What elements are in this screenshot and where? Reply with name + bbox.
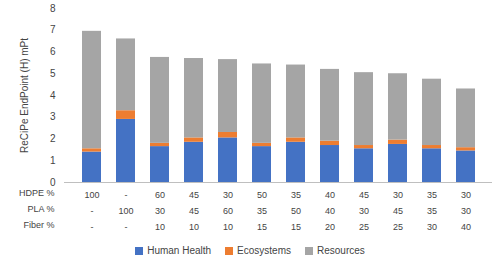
svg-text:4: 4 bbox=[50, 90, 56, 101]
svg-text:35: 35 bbox=[427, 190, 437, 200]
svg-text:30: 30 bbox=[461, 190, 471, 200]
html-text:Human Health: Human Health bbox=[147, 244, 212, 256]
svg-text:100: 100 bbox=[84, 190, 99, 200]
svg-text:10: 10 bbox=[223, 222, 233, 232]
svg-text:50: 50 bbox=[257, 190, 267, 200]
svg-text:6: 6 bbox=[50, 46, 56, 57]
svg-text:100: 100 bbox=[118, 206, 133, 216]
svg-text:ReCiPe EndPoint (H) mPt: ReCiPe EndPoint (H) mPt bbox=[19, 38, 30, 153]
svg-text:50: 50 bbox=[291, 206, 301, 216]
svg-text:40: 40 bbox=[461, 222, 471, 232]
svg-text:-: - bbox=[125, 190, 128, 200]
svg-text:45: 45 bbox=[359, 190, 369, 200]
svg-text:45: 45 bbox=[393, 206, 403, 216]
svg-text:HDPE %: HDPE % bbox=[19, 188, 55, 198]
svg-text:40: 40 bbox=[325, 190, 335, 200]
svg-text:PLA %: PLA % bbox=[27, 204, 54, 214]
svg-text:5: 5 bbox=[50, 68, 56, 79]
svg-text:30: 30 bbox=[359, 206, 369, 216]
svg-text:45: 45 bbox=[189, 190, 199, 200]
svg-text:8: 8 bbox=[50, 3, 56, 14]
svg-text:-: - bbox=[125, 222, 128, 232]
svg-text:60: 60 bbox=[155, 190, 165, 200]
html-text:Ecosystems: Ecosystems bbox=[237, 244, 291, 256]
svg-text:1: 1 bbox=[50, 155, 56, 166]
svg-text:15: 15 bbox=[291, 222, 301, 232]
svg-text:-: - bbox=[91, 222, 94, 232]
svg-text:40: 40 bbox=[325, 206, 335, 216]
html-text:Resources: Resources bbox=[317, 244, 365, 256]
svg-text:30: 30 bbox=[155, 206, 165, 216]
svg-text:0: 0 bbox=[50, 177, 56, 188]
svg-text:30: 30 bbox=[427, 222, 437, 232]
svg-text:Fiber %: Fiber % bbox=[23, 220, 54, 230]
svg-text:35: 35 bbox=[427, 206, 437, 216]
svg-text:2: 2 bbox=[50, 133, 56, 144]
svg-text:60: 60 bbox=[223, 206, 233, 216]
svg-text:20: 20 bbox=[325, 222, 335, 232]
svg-text:10: 10 bbox=[155, 222, 165, 232]
svg-text:35: 35 bbox=[257, 206, 267, 216]
svg-text:3: 3 bbox=[50, 111, 56, 122]
svg-text:30: 30 bbox=[393, 190, 403, 200]
svg-text:35: 35 bbox=[291, 190, 301, 200]
svg-text:25: 25 bbox=[359, 222, 369, 232]
svg-text:15: 15 bbox=[257, 222, 267, 232]
svg-text:10: 10 bbox=[189, 222, 199, 232]
svg-text:30: 30 bbox=[461, 206, 471, 216]
svg-text:30: 30 bbox=[223, 190, 233, 200]
svg-text:25: 25 bbox=[393, 222, 403, 232]
svg-text:-: - bbox=[91, 206, 94, 216]
svg-text:45: 45 bbox=[189, 206, 199, 216]
svg-text:7: 7 bbox=[50, 24, 56, 35]
